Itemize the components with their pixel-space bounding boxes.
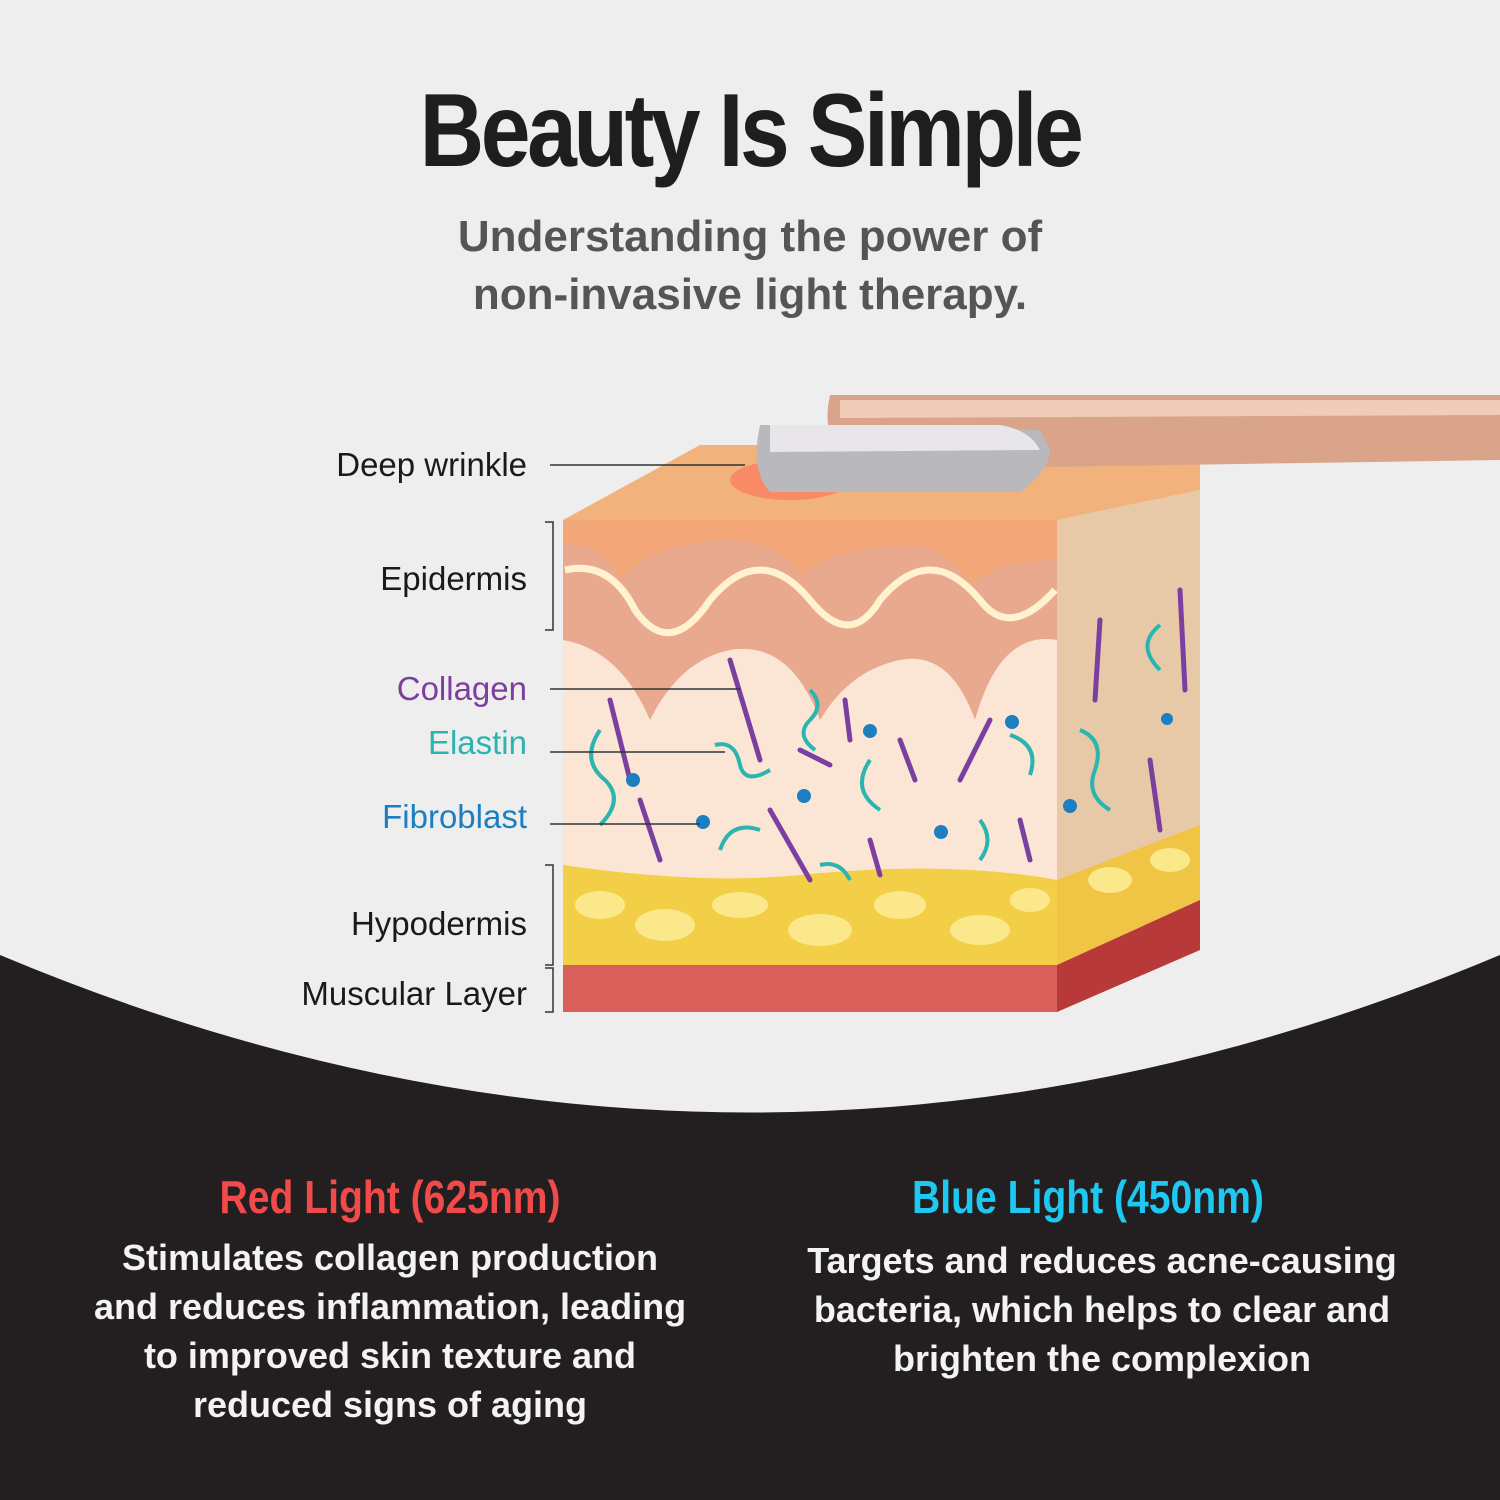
text-line: to improved skin texture and: [143, 1335, 637, 1376]
label-hypodermis: Hypodermis: [350, 905, 527, 942]
red-light-description: Stimulates collagen production and reduc…: [40, 1233, 740, 1429]
text-line: and reduces inflammation, leading: [93, 1286, 687, 1327]
subtitle-line-1: Understanding the power of: [457, 212, 1043, 261]
label-collagen: Collagen: [396, 670, 527, 707]
side-muscle: [1057, 900, 1200, 1012]
label-muscular-layer: Muscular Layer: [301, 975, 527, 1012]
skin-diagram: [545, 395, 1500, 1013]
muscular-layer: [563, 965, 1057, 1012]
dark-band: [0, 955, 1500, 1500]
basal-line: [564, 564, 1058, 637]
page-title: Beauty Is Simple: [419, 73, 1084, 189]
blue-light-heading: Blue Light (450nm): [912, 1171, 1264, 1223]
text-line: Stimulates collagen production: [121, 1237, 659, 1278]
epidermis-top: [563, 520, 1057, 585]
light-therapy-wand: [730, 395, 1500, 500]
blue-light-description: Targets and reduces acne-causing bacteri…: [752, 1236, 1452, 1383]
label-deep-wrinkle: Deep wrinkle: [336, 446, 527, 483]
label-epidermis: Epidermis: [380, 560, 527, 597]
text-line: Targets and reduces acne-causing: [807, 1240, 1397, 1281]
text-line: reduced signs of aging: [192, 1384, 588, 1425]
subtitle-line-2: non-invasive light therapy.: [472, 270, 1028, 319]
text-line: bacteria, which helps to clear and: [813, 1289, 1391, 1330]
red-light-heading: Red Light (625nm): [219, 1171, 561, 1223]
text-line: brighten the complexion: [892, 1338, 1312, 1379]
label-fibroblast: Fibroblast: [382, 798, 527, 835]
label-elastin: Elastin: [427, 724, 527, 761]
